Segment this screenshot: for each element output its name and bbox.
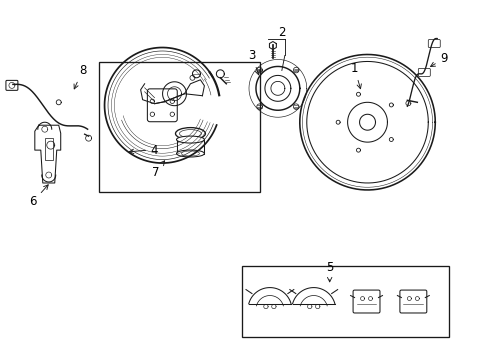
FancyBboxPatch shape [400,290,427,313]
Text: 9: 9 [431,52,448,67]
Bar [98,62,260,192]
Text: 6: 6 [29,185,48,208]
Ellipse shape [181,151,199,156]
Text: 1: 1 [351,62,362,89]
Ellipse shape [179,130,201,138]
Bar [242,266,449,337]
FancyBboxPatch shape [428,40,440,48]
FancyBboxPatch shape [147,89,177,122]
Bar [176,140,204,153]
Ellipse shape [175,127,205,140]
Text: 2: 2 [278,26,286,39]
FancyBboxPatch shape [418,68,430,76]
FancyBboxPatch shape [353,290,380,313]
Ellipse shape [176,136,204,143]
Text: 5: 5 [326,261,333,282]
Text: 8: 8 [74,64,86,89]
Text: 4: 4 [150,144,158,157]
FancyBboxPatch shape [6,80,18,90]
Text: 3: 3 [248,49,259,75]
Text: 7: 7 [151,161,165,179]
Bar [45,138,53,160]
Ellipse shape [176,150,204,157]
